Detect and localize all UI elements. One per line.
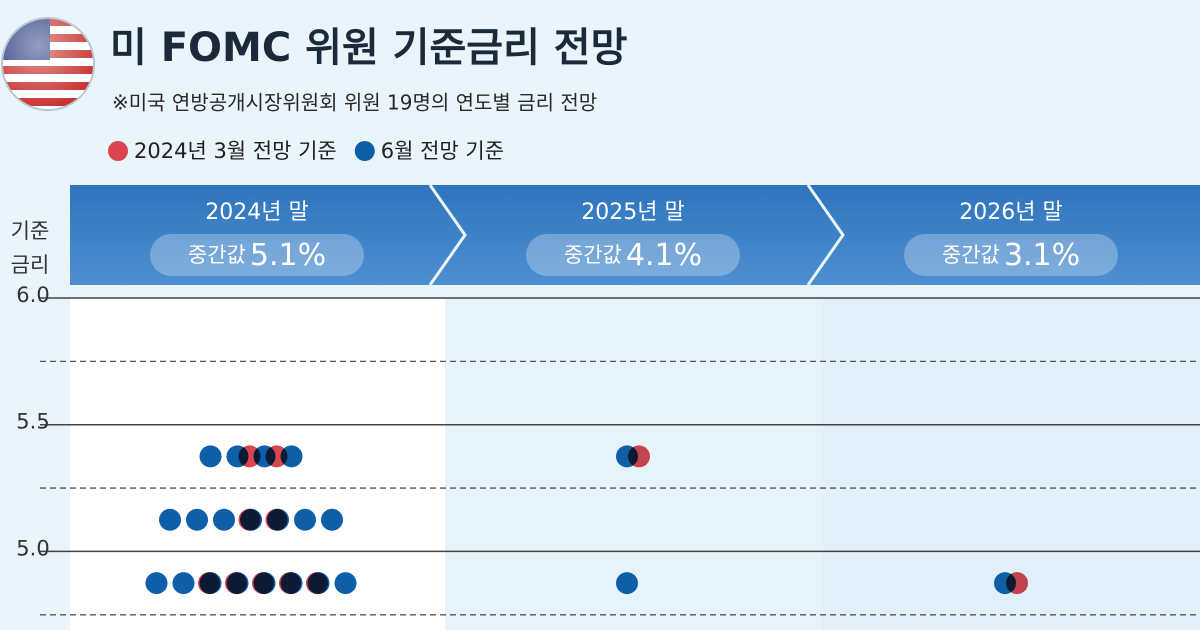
dot [225, 572, 247, 595]
median-pill [150, 234, 364, 276]
dot [628, 445, 650, 468]
period-label: 2024년 말 [205, 200, 308, 225]
median-pill [904, 234, 1118, 276]
dot [186, 508, 208, 531]
period-label: 2026년 말 [959, 200, 1062, 225]
dot [252, 572, 274, 595]
median-text: 중간값 3.1% [942, 238, 1080, 273]
dot [199, 445, 222, 468]
legend: 2024년 3월 전망 기준 6월 전망 기준 [108, 139, 504, 163]
y-tick-label: 5.0 [16, 536, 49, 560]
dot [238, 508, 261, 531]
dot [213, 508, 235, 531]
median-value: 5.1% [250, 238, 326, 273]
median-text: 중간값 4.1% [564, 238, 702, 273]
dot [334, 572, 357, 595]
dot [616, 572, 638, 595]
y-axis-label: 기준 [11, 219, 50, 243]
median-label: 중간값 [188, 243, 246, 267]
flag-icon [2, 18, 94, 110]
chart-title: 미 FOMC 위원 기준금리 전망 [110, 25, 628, 71]
dot [294, 508, 316, 531]
dot [306, 572, 328, 595]
y-tick-label: 5.5 [16, 410, 49, 434]
legend-label: 2024년 3월 전망 기준 [134, 139, 337, 163]
median-label: 중간값 [564, 243, 622, 267]
legend-label: 6월 전망 기준 [381, 139, 504, 163]
dot [172, 572, 195, 595]
legend-marker [354, 141, 375, 161]
plot [40, 297, 1200, 616]
dot [321, 508, 343, 531]
dot [145, 572, 168, 595]
dot [198, 572, 220, 595]
chart-subtitle: ※미국 연방공개시장위원회 위원 19명의 연도별 금리 전망 [112, 91, 597, 115]
dot [265, 508, 288, 531]
median-pill [526, 234, 740, 276]
dot [265, 445, 288, 468]
median-value: 3.1% [1004, 238, 1080, 273]
header-band [70, 185, 1200, 285]
median-text: 중간값 5.1% [188, 238, 326, 273]
chevron [806, 184, 845, 286]
legend-marker [108, 141, 128, 161]
flag-border [1, 17, 95, 111]
median-label: 중간값 [942, 243, 1000, 267]
dot [159, 508, 181, 531]
dot [1006, 572, 1028, 595]
period-label: 2025년 말 [581, 200, 684, 225]
dot [279, 572, 301, 595]
y-tick-label: 6.0 [16, 283, 49, 307]
y-axis-label: 금리 [11, 253, 50, 277]
chevron [428, 184, 467, 286]
median-value: 4.1% [626, 238, 702, 273]
dot [238, 445, 261, 468]
